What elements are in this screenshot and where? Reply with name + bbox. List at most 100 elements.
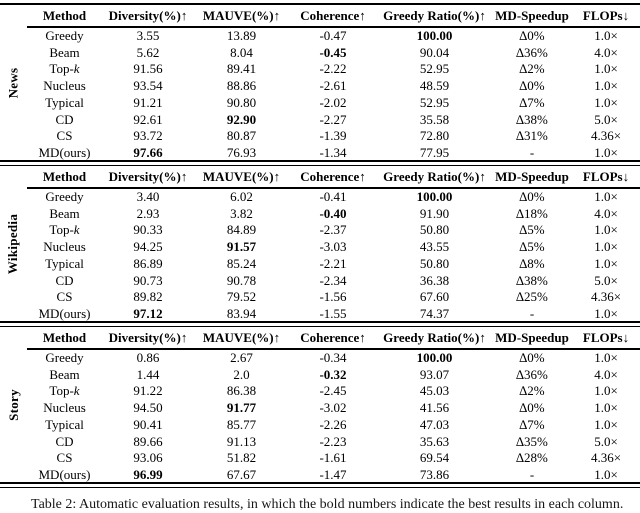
value-cell: ∆25%: [516, 289, 548, 305]
column-header: FLOPs↓: [572, 5, 640, 28]
top-rule: [0, 3, 640, 5]
column-header: Coherence↑: [289, 327, 377, 350]
value-cell: 100.00: [416, 28, 453, 44]
value-cell: 90.33: [133, 222, 163, 238]
value-cell: 90.78: [226, 272, 257, 288]
value-cell: 5.62: [136, 44, 160, 60]
results-table: News Method Diversity(%)↑ MAUVE(%)↑ Coherenc…: [0, 3, 640, 488]
value-cell: 89.82: [133, 289, 163, 305]
header-row: Method Diversity(%)↑ MAUVE(%)↑ Coherence↑ Gr…: [27, 166, 640, 189]
value-cell: ∆0%: [519, 400, 545, 416]
value-cell: 2.93: [136, 205, 160, 221]
column-header: FLOPs↓: [572, 327, 640, 350]
dataset-label-text: Wikipedia: [5, 213, 21, 274]
value-cell: 73.86: [419, 467, 450, 483]
method-cell: Top-k: [49, 61, 80, 77]
block-separator-rule: [0, 160, 640, 166]
column-header: Coherence↑: [289, 166, 377, 189]
table-row: Beam 2.93 3.82 -0.40 91.90 ∆18% 4.0×: [27, 205, 640, 222]
value-cell: 52.95: [419, 94, 450, 110]
table-row: CD 90.73 90.78 -2.34 36.38 ∆38% 5.0×: [27, 272, 640, 289]
value-cell: ∆0%: [519, 350, 545, 366]
column-header: Method: [27, 327, 102, 350]
value-cell: 1.0×: [594, 145, 618, 161]
table-row: Beam 5.62 8.04 -0.45 90.04 ∆36% 4.0×: [27, 44, 640, 61]
value-cell: 45.03: [419, 383, 450, 399]
value-cell: ∆38%: [516, 111, 548, 127]
method-cell: Typical: [45, 416, 84, 432]
section-wikipedia: Wikipedia Method Diversity(%)↑ MAUVE(%)↑ Coh…: [0, 166, 640, 321]
value-cell: 1.0×: [594, 239, 618, 255]
value-cell: 1.0×: [594, 189, 618, 205]
value-cell: 1.0×: [594, 416, 618, 432]
value-cell: 91.22: [133, 383, 163, 399]
value-cell: -2.27: [319, 111, 347, 127]
value-cell: 4.0×: [594, 205, 618, 221]
column-header: Greedy Ratio(%)↑: [377, 327, 492, 350]
caption: Table 2: Automatic evaluation results, i…: [31, 497, 624, 512]
value-cell: 1.0×: [594, 400, 618, 416]
value-cell: 41.56: [419, 400, 450, 416]
value-cell: 90.80: [226, 94, 257, 110]
value-cell: 93.72: [133, 128, 163, 144]
value-cell: -0.34: [319, 350, 347, 366]
value-cell: -3.03: [319, 239, 347, 255]
table-row: CS 93.06 51.82 -1.61 69.54 ∆28% 4.36×: [27, 450, 640, 467]
value-cell: 83.94: [226, 306, 257, 322]
value-cell: -: [529, 306, 535, 322]
method-cell: Nucleus: [43, 400, 86, 416]
value-cell: 91.90: [419, 205, 450, 221]
value-cell: ∆35%: [516, 433, 548, 449]
value-cell: 1.0×: [594, 350, 618, 366]
value-cell: ∆28%: [516, 450, 548, 466]
table-row: Top-k 91.56 89.41 -2.22 52.95 ∆2% 1.0×: [27, 61, 640, 78]
method-cell: Top-k: [49, 222, 80, 238]
value-cell: 85.24: [226, 255, 257, 271]
method-cell: Greedy: [45, 350, 84, 366]
value-cell: 3.40: [136, 189, 160, 205]
value-cell: -0.41: [319, 189, 347, 205]
table-row: Nucleus 93.54 88.86 -2.61 48.59 ∆0% 1.0×: [27, 77, 640, 94]
value-cell: 67.67: [226, 467, 257, 483]
value-cell: ∆36%: [516, 44, 548, 60]
value-cell: 88.86: [226, 78, 257, 94]
value-cell: ∆0%: [519, 189, 545, 205]
column-header: Diversity(%)↑: [102, 5, 194, 28]
table-row: CD 89.66 91.13 -2.23 35.63 ∆35% 5.0×: [27, 433, 640, 450]
value-cell: 80.87: [226, 128, 257, 144]
value-cell: -2.61: [319, 78, 347, 94]
value-cell: 13.89: [226, 28, 257, 44]
value-cell: -3.02: [319, 400, 347, 416]
column-header: Coherence↑: [289, 5, 377, 28]
header-row: Method Diversity(%)↑ MAUVE(%)↑ Coherence↑ Gr…: [27, 5, 640, 28]
value-cell: 92.90: [226, 111, 257, 127]
table-row: Typical 86.89 85.24 -2.21 50.80 ∆8% 1.0×: [27, 255, 640, 272]
method-cell: Beam: [49, 205, 80, 221]
value-cell: 48.59: [419, 78, 450, 94]
value-cell: 1.0×: [594, 383, 618, 399]
table-row: CD 92.61 92.90 -2.27 35.58 ∆38% 5.0×: [27, 111, 640, 128]
metrics-table: Method Diversity(%)↑ MAUVE(%)↑ Coherence↑ Gr…: [27, 5, 640, 161]
method-cell: MD(ours): [38, 145, 91, 161]
value-cell: 50.80: [419, 255, 450, 271]
value-cell: 5.0×: [594, 433, 618, 449]
column-header: MD-Speedup: [492, 5, 572, 28]
method-cell: Greedy: [45, 28, 84, 44]
value-cell: ∆7%: [519, 416, 545, 432]
method-cell: Beam: [49, 366, 80, 382]
value-cell: 1.0×: [594, 467, 618, 483]
header-row: Method Diversity(%)↑ MAUVE(%)↑ Coherence↑ Gr…: [27, 327, 640, 350]
table-row: Nucleus 94.25 91.57 -3.03 43.55 ∆5% 1.0×: [27, 238, 640, 255]
value-cell: -0.47: [319, 28, 347, 44]
value-cell: 93.54: [133, 78, 163, 94]
value-cell: 43.55: [419, 239, 450, 255]
value-cell: 90.41: [133, 416, 163, 432]
value-cell: ∆5%: [519, 222, 545, 238]
value-cell: 91.21: [133, 94, 163, 110]
value-cell: 47.03: [419, 416, 450, 432]
value-cell: ∆2%: [519, 61, 545, 77]
value-cell: 36.38: [419, 272, 450, 288]
value-cell: 92.61: [133, 111, 163, 127]
method-cell: CS: [56, 289, 73, 305]
value-cell: 1.0×: [594, 255, 618, 271]
